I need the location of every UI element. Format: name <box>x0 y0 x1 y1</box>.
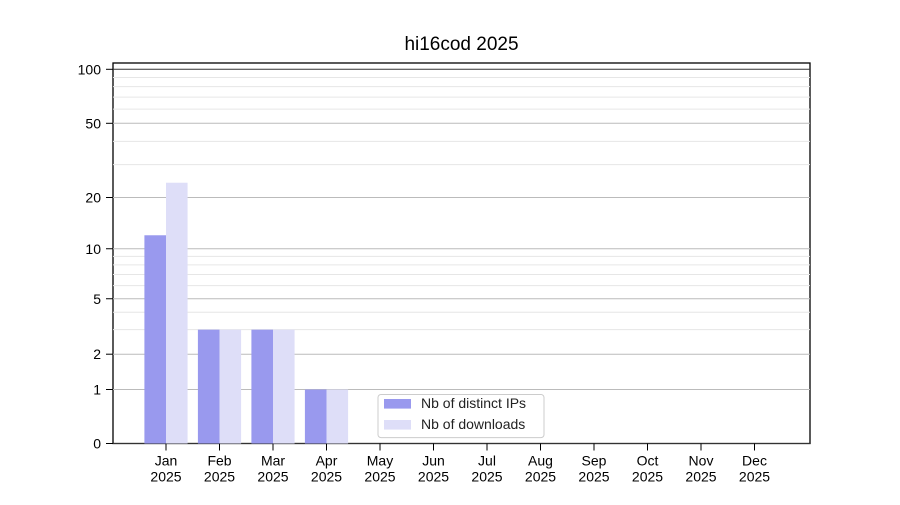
svg-text:Jul: Jul <box>478 453 496 469</box>
svg-text:2025: 2025 <box>578 469 609 485</box>
svg-text:50: 50 <box>85 115 101 131</box>
svg-text:1: 1 <box>93 382 101 398</box>
svg-text:Oct: Oct <box>637 453 659 469</box>
svg-text:Nb of distinct IPs: Nb of distinct IPs <box>421 395 526 411</box>
svg-text:2025: 2025 <box>204 469 235 485</box>
svg-text:2025: 2025 <box>364 469 395 485</box>
svg-text:2025: 2025 <box>632 469 663 485</box>
svg-text:2025: 2025 <box>471 469 502 485</box>
svg-text:2025: 2025 <box>418 469 449 485</box>
svg-text:2025: 2025 <box>525 469 556 485</box>
svg-text:2025: 2025 <box>257 469 288 485</box>
svg-text:Mar: Mar <box>261 453 285 469</box>
svg-text:Sep: Sep <box>582 453 607 469</box>
svg-text:2: 2 <box>93 346 101 362</box>
svg-text:Jun: Jun <box>422 453 445 469</box>
svg-text:hi16cod 2025: hi16cod 2025 <box>404 34 518 55</box>
svg-text:Dec: Dec <box>742 453 767 469</box>
svg-text:20: 20 <box>85 190 101 206</box>
svg-text:Nb of downloads: Nb of downloads <box>421 416 525 432</box>
svg-text:100: 100 <box>78 61 102 77</box>
svg-text:May: May <box>367 453 393 469</box>
svg-text:2025: 2025 <box>311 469 342 485</box>
svg-text:5: 5 <box>93 291 101 307</box>
svg-text:2025: 2025 <box>685 469 716 485</box>
svg-text:2025: 2025 <box>150 469 181 485</box>
svg-text:Apr: Apr <box>316 453 338 469</box>
svg-text:0: 0 <box>93 436 101 452</box>
svg-text:Aug: Aug <box>528 453 553 469</box>
svg-text:2025: 2025 <box>739 469 770 485</box>
svg-text:Feb: Feb <box>207 453 231 469</box>
svg-text:Nov: Nov <box>689 453 714 469</box>
svg-text:Jan: Jan <box>155 453 178 469</box>
svg-text:10: 10 <box>85 241 101 257</box>
